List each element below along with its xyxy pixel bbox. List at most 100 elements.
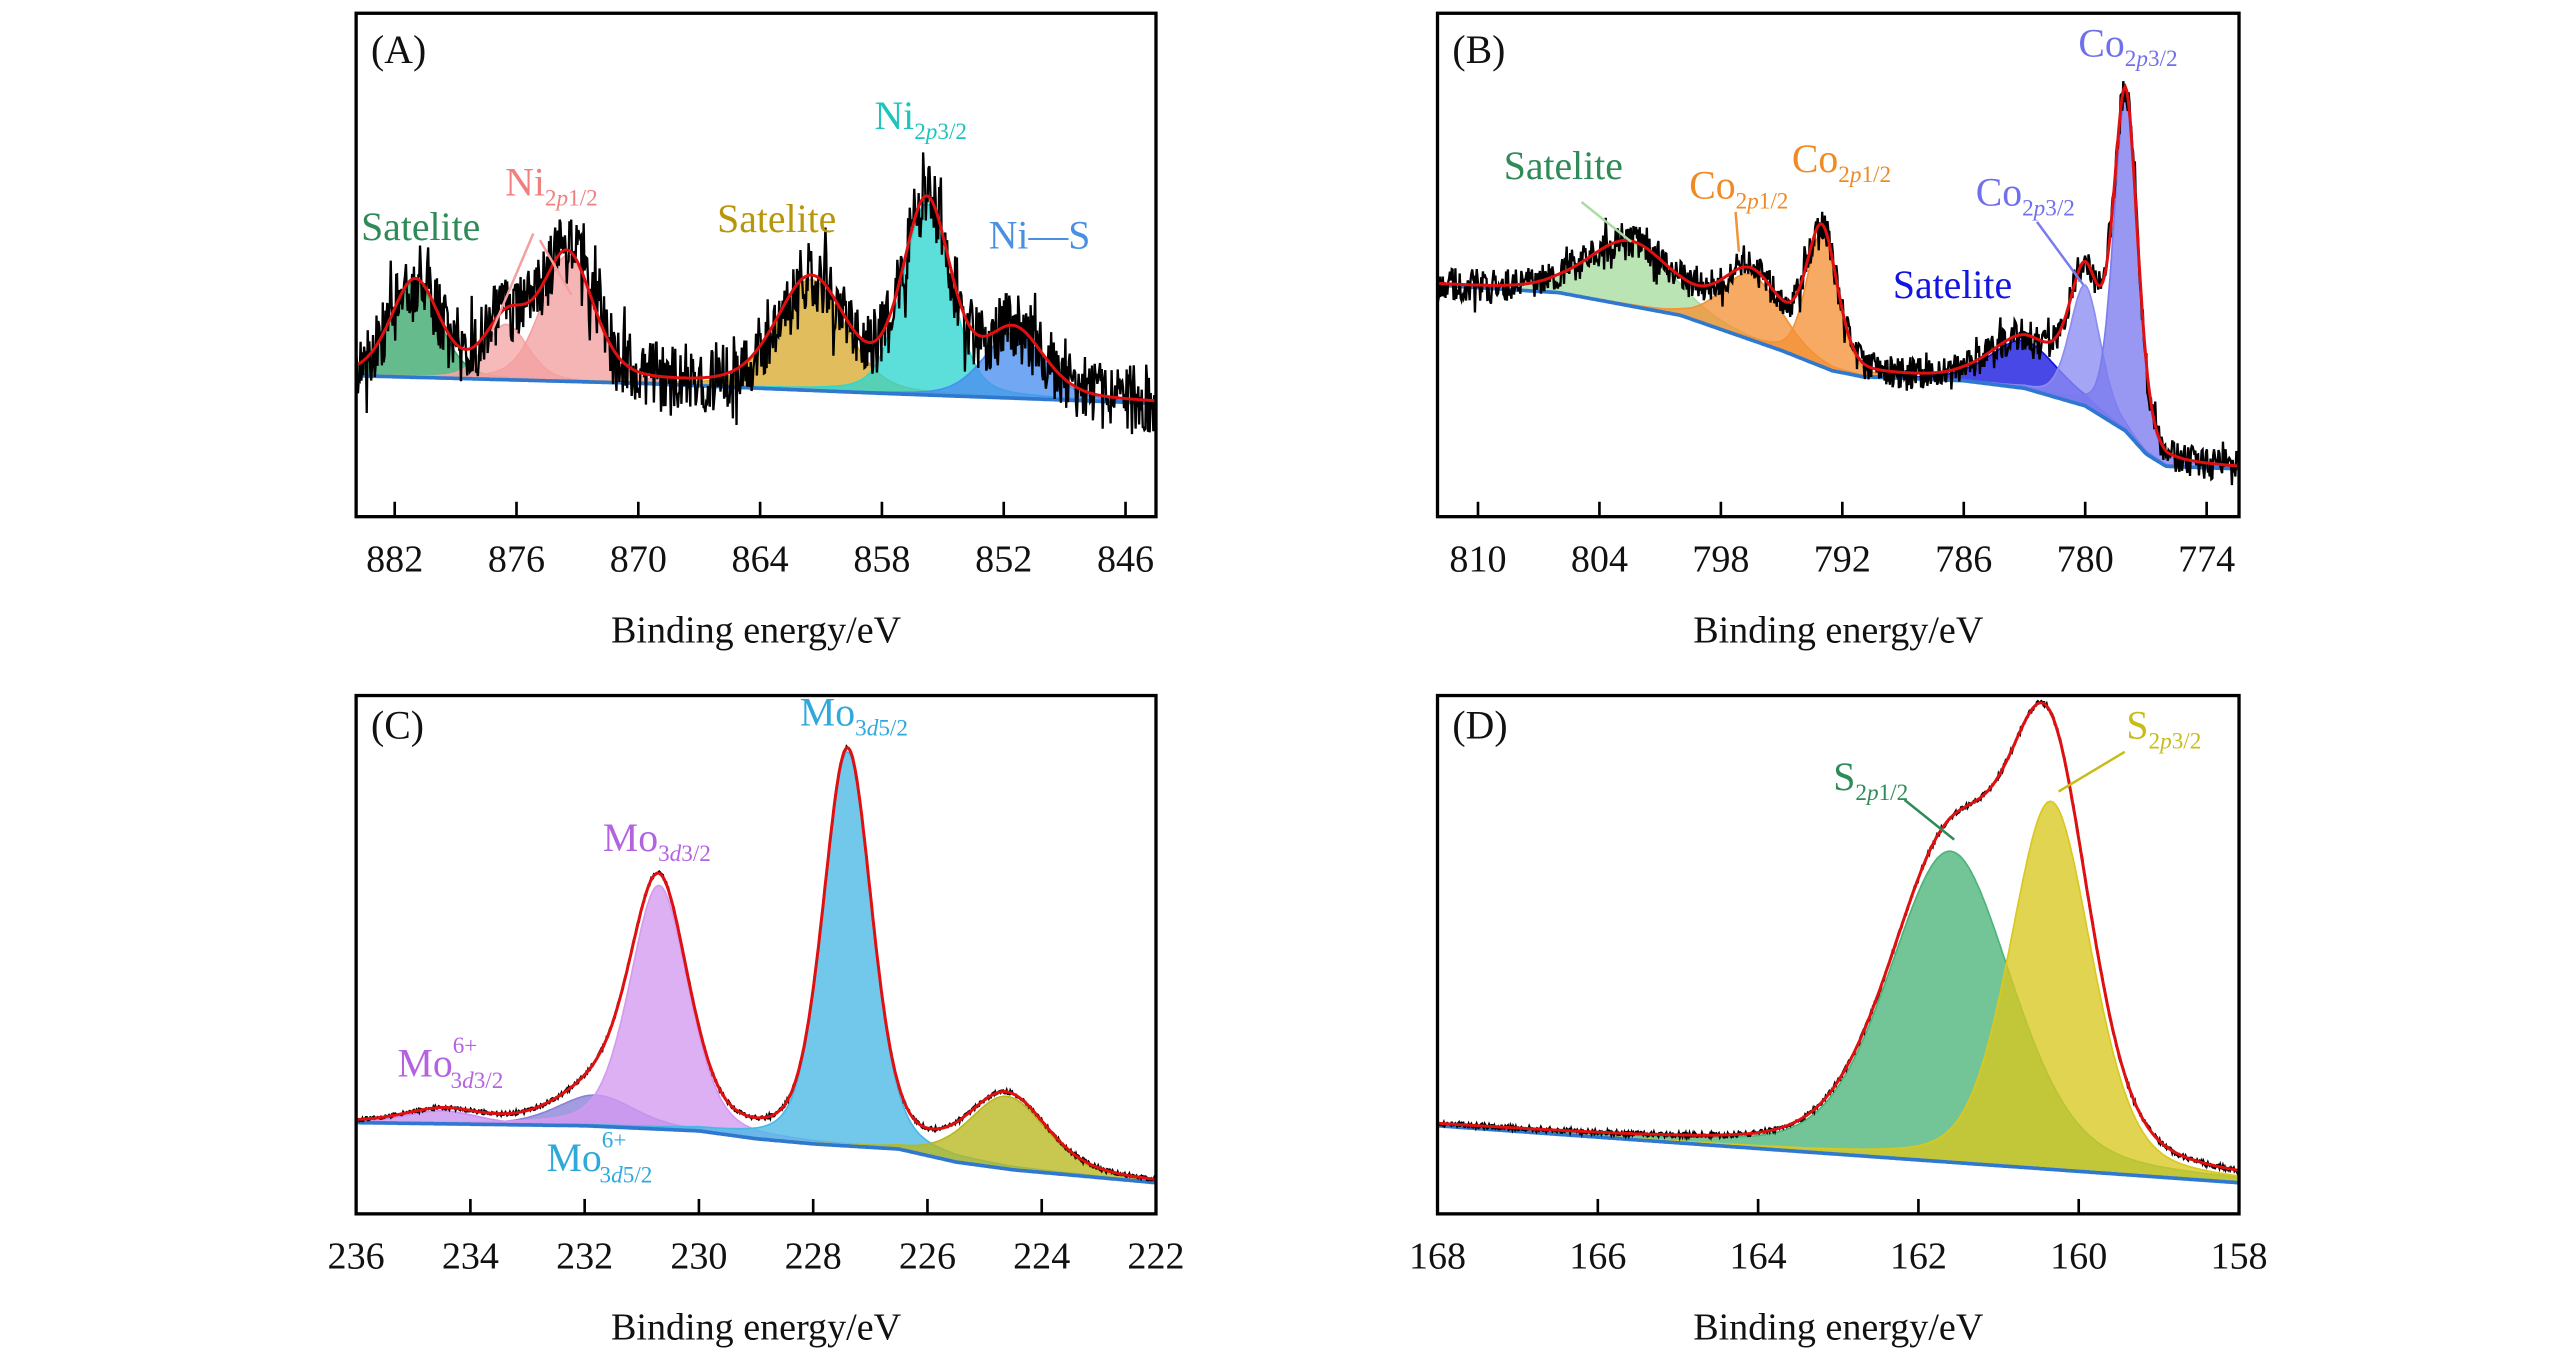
label-sub: 2 (2022, 195, 2034, 221)
x-tick-label: 162 (1890, 1236, 1947, 1278)
label-sub: p (2158, 729, 2172, 755)
panel-c-annotations: (C) Mo3d5/2 Mo3d3/2 Mo6+ 3d3/2 Mo6+ 3d5/2 (371, 690, 908, 1188)
x-tick-label: 798 (1692, 538, 1749, 580)
label-text: Satelite (1893, 263, 2012, 307)
label-mo6-3d52: Mo6+ 3d5/2 (547, 1128, 653, 1189)
x-tick-label: 166 (1569, 1236, 1626, 1278)
x-tick-label: 168 (1409, 1236, 1466, 1278)
label-sub: 1/2 (1879, 780, 1909, 806)
label-text: S (2126, 704, 2148, 748)
label-sub: 2 (545, 185, 557, 211)
label-text: Mo (398, 1041, 453, 1085)
x-tick-label: 164 (1730, 1236, 1787, 1278)
label-sub: p (555, 185, 569, 211)
x-tick-label: 226 (899, 1236, 956, 1278)
label-sub: 2 (1838, 162, 1850, 188)
label-ni2p32: Ni2p3/2 (874, 94, 967, 145)
leader-line (538, 239, 573, 296)
label-text: Co (2078, 21, 2124, 65)
label-s2p12: S2p1/2 (1833, 755, 1908, 806)
x-axis-label: Binding energy/eV (1693, 610, 1984, 652)
label-ni-s: Ni—S (989, 213, 1091, 257)
panel-b-tag: (B) (1452, 28, 1505, 72)
label-satelite-gold: Satelite (717, 197, 836, 241)
leader-line (1734, 211, 1741, 252)
leader-line (2035, 221, 2085, 286)
label-satelite-green: Satelite (1504, 144, 1623, 188)
label-text: Mo (800, 690, 855, 734)
label-sub: p (1848, 162, 1862, 188)
label-sub: d (611, 1162, 623, 1188)
x-tick-label: 876 (488, 538, 545, 580)
plot-frame (1435, 693, 2241, 1216)
background-line (1437, 283, 2240, 471)
label-co2p32-secondary: Co2p3/2 (1976, 170, 2075, 221)
label-sub: d (462, 1068, 474, 1094)
fitted-envelope (356, 745, 1156, 1181)
fitted-envelope (356, 194, 1156, 403)
label-text: Satelite (1504, 144, 1623, 188)
label-co2p12: Co2p1/2 (1792, 137, 1891, 188)
label-text: Ni (874, 94, 914, 138)
label-s2p32: S2p3/2 (2126, 704, 2201, 755)
x-tick-label: 846 (1097, 538, 1154, 580)
panel-b: 810 804 798 792 786 780 774 Binding energy/eV (1435, 11, 2241, 652)
label-sub: 3/2 (681, 841, 711, 867)
fitted-envelope (1437, 701, 2240, 1172)
label-co2p12-satellite: Co2p1/2 (1689, 164, 1788, 215)
label-sub: 3/2 (2148, 46, 2178, 72)
x-axis-label: Binding energy/eV (611, 610, 902, 652)
label-satelite-green: Satelite (361, 205, 480, 249)
label-sub: 3 (855, 715, 867, 741)
x-tick-label: 780 (2057, 538, 2114, 580)
leader-line (490, 233, 535, 332)
panel-a-tag: (A) (371, 28, 426, 72)
x-tick-label: 228 (785, 1236, 842, 1278)
label-sub: 1/2 (1759, 189, 1789, 215)
plot-frame (354, 693, 1158, 1216)
leader-line (1580, 201, 1633, 243)
label-sub: p (1865, 780, 1879, 806)
label-satelite-blue: Satelite (1893, 263, 2012, 307)
x-tick-label: 160 (2050, 1236, 2107, 1278)
label-sub: 2 (1736, 189, 1748, 215)
x-tick-label: 158 (2210, 1236, 2267, 1278)
x-tick-label: 804 (1571, 538, 1628, 580)
label-sub: d (867, 715, 879, 741)
label-sub: 3/2 (2045, 195, 2075, 221)
label-sub: 2 (1855, 780, 1867, 806)
leader-line (2057, 750, 2126, 793)
leader-line (1903, 798, 1955, 841)
plot-area (356, 152, 1156, 435)
x-tick-label: 222 (1127, 1236, 1184, 1278)
label-sub: 3 (451, 1068, 463, 1094)
panel-a: 882 876 870 864 858 852 846 Binding energy/eV (354, 11, 1158, 652)
x-tick-label: 882 (366, 538, 423, 580)
plot-area (1437, 81, 2240, 486)
label-sub: d (670, 841, 682, 867)
panel-d: 168 166 164 162 160 158 Binding energy/eV (1409, 693, 2268, 1348)
label-sub: 2 (2125, 46, 2137, 72)
background-line (1437, 1123, 2240, 1185)
label-sub: p (1745, 189, 1759, 215)
x-tick-label: 810 (1449, 538, 1506, 580)
label-text: Satelite (717, 197, 836, 241)
x-tick-label: 236 (328, 1236, 385, 1278)
label-sub: 3/2 (937, 119, 967, 145)
panel-c-tag: (C) (371, 704, 424, 748)
label-ni2p12: Ni2p1/2 (505, 160, 598, 211)
label-sub: 3 (600, 1162, 612, 1188)
x-tick-label: 786 (1935, 538, 1992, 580)
label-text: Ni—S (989, 213, 1091, 257)
label-text: Ni (505, 160, 545, 204)
x-tick-label: 852 (975, 538, 1032, 580)
label-sub: 1/2 (568, 185, 598, 211)
plot-frame (354, 11, 1158, 519)
plot-area (1437, 699, 2240, 1185)
background-line (356, 373, 1156, 406)
label-sub: p (2032, 195, 2046, 221)
raw-spectrum (356, 152, 1156, 435)
panel-d-tag: (D) (1452, 704, 1507, 748)
